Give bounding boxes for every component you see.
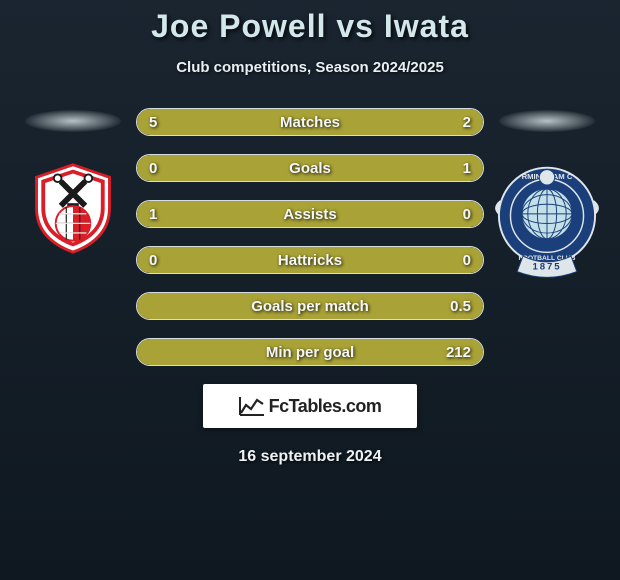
right-team-crest-icon: RMINGHAM C FOOTBALL CLUB 1875 (492, 160, 602, 285)
bar-fill-left (137, 201, 407, 227)
bar-fill-left (137, 109, 383, 135)
stat-bar: 212Min per goal (136, 338, 484, 366)
platform-shadow-right (499, 110, 595, 132)
right-team-column: RMINGHAM C FOOTBALL CLUB 1875 (492, 104, 602, 285)
stat-bar: 52Matches (136, 108, 484, 136)
crest-year: 1875 (532, 262, 561, 273)
bar-fill-right (310, 247, 483, 273)
comparison-title: Joe Powell vs Iwata (151, 8, 469, 45)
subtitle: Club competitions, Season 2024/2025 (176, 59, 444, 76)
fctables-logo-icon (239, 395, 265, 417)
watermark-badge: FcTables.com (203, 384, 417, 428)
bar-fill-left (137, 247, 310, 273)
bar-fill-left (137, 155, 199, 181)
bar-fill-right (383, 109, 483, 135)
stats-bars-column: 52Matches 01Goals 10Assists 00Hattricks 0.5G… (136, 104, 484, 366)
opponent-name: Iwata (384, 8, 469, 44)
player-name: Joe Powell (151, 8, 326, 44)
stat-bar: 01Goals (136, 154, 484, 182)
bar-fill-full (137, 293, 483, 319)
main-content-row: 52Matches 01Goals 10Assists 00Hattricks 0.5G… (0, 104, 620, 366)
vs-separator: vs (336, 8, 374, 44)
stat-bar: 10Assists (136, 200, 484, 228)
left-team-column (18, 104, 128, 256)
bar-fill-right (199, 155, 483, 181)
stat-bar: 0.5Goals per match (136, 292, 484, 320)
bar-fill-full (137, 339, 483, 365)
watermark-text: FcTables.com (269, 396, 382, 417)
platform-shadow-left (25, 110, 121, 132)
bar-fill-right (407, 201, 483, 227)
left-team-crest-icon (25, 160, 121, 256)
stat-bar: 00Hattricks (136, 246, 484, 274)
date-text: 16 september 2024 (238, 448, 381, 466)
